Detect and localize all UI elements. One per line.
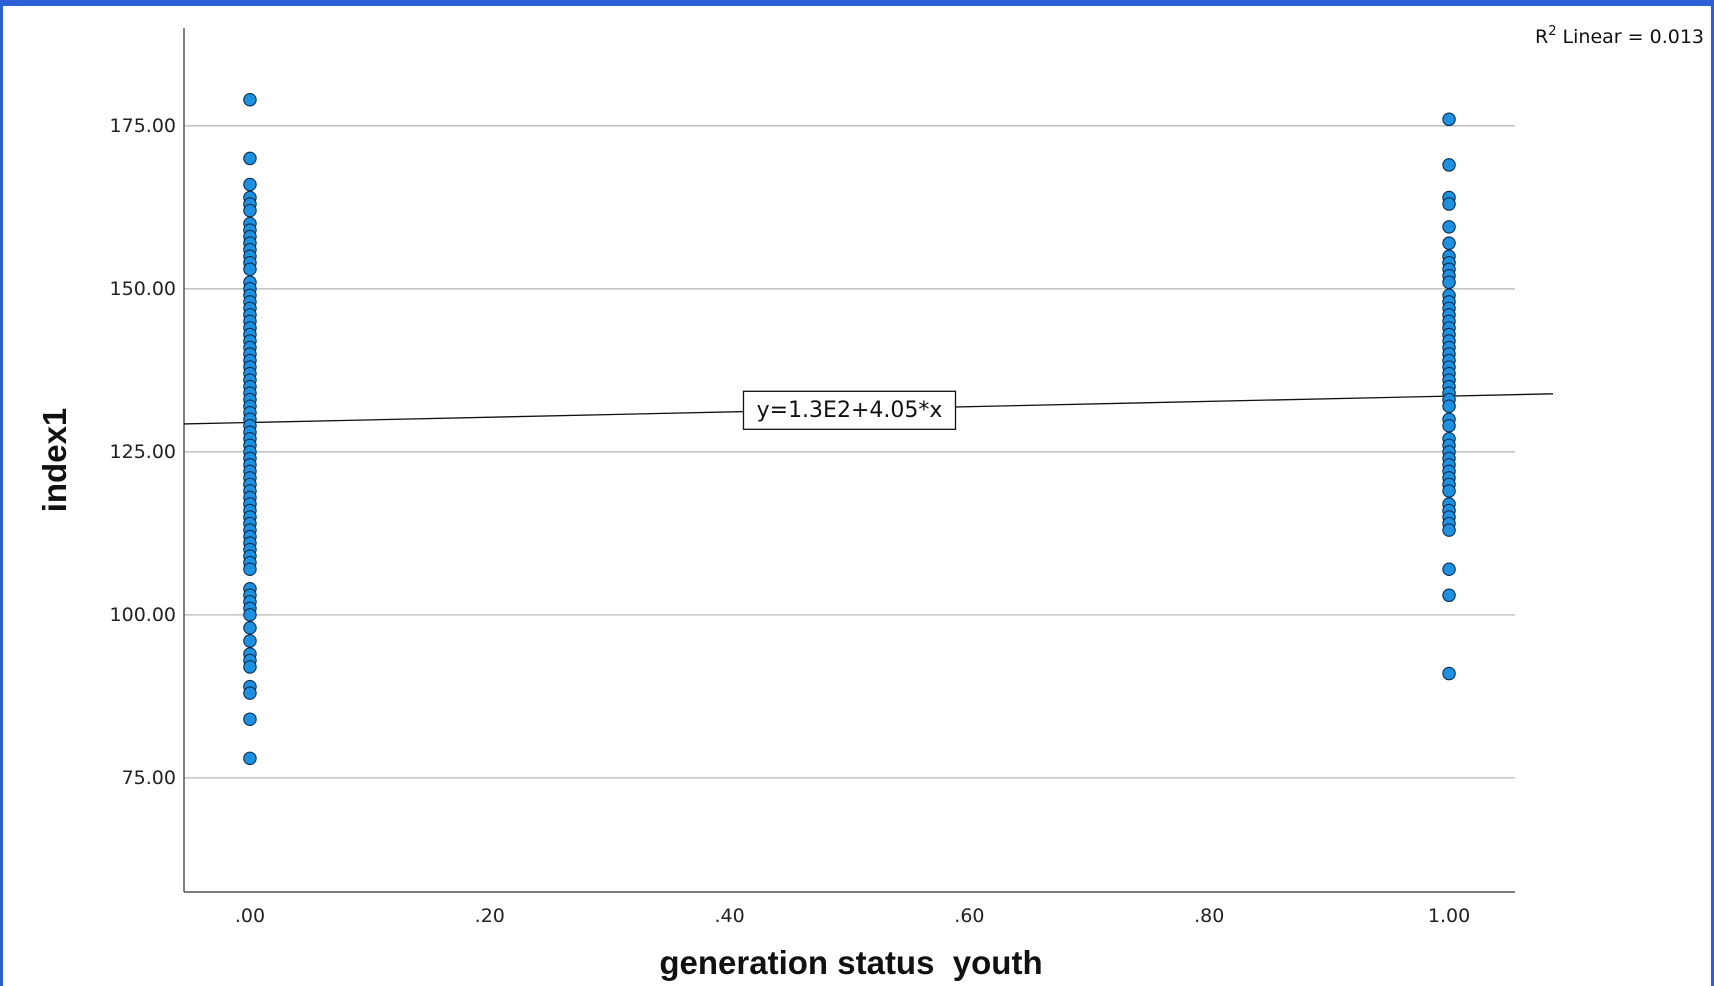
data-point: [243, 634, 257, 648]
data-point: [1442, 112, 1456, 127]
r-squared-symbol: R: [1535, 26, 1548, 48]
x-tick-label: .00: [235, 905, 265, 927]
equation-label-group: y=1.3E2+4.05*x: [742, 390, 957, 430]
data-point: [1442, 484, 1456, 498]
data-point: [243, 562, 257, 576]
scatter-plot: 75.00 100.00 125.00 150.00 175.00 .00 .20 .40.…: [36, 24, 1704, 981]
equation-label: y=1.3E2+4.05*x: [757, 398, 943, 423]
data-point: [1442, 523, 1456, 537]
data-point: [1442, 236, 1456, 250]
data-point: [1442, 158, 1456, 172]
data-point: [243, 177, 257, 192]
x-tick-label: .40: [714, 905, 744, 927]
y-axis-title: index1: [36, 408, 73, 513]
data-point: [243, 660, 257, 674]
r-squared-label: R2 Linear = 0.013: [1535, 24, 1704, 48]
data-point: [243, 686, 257, 700]
r-squared-superscript: 2: [1548, 24, 1556, 39]
y-tick-label: 125.00: [110, 441, 176, 463]
data-point: [1442, 666, 1456, 681]
data-point: [1442, 197, 1456, 211]
data-point: [243, 203, 257, 218]
data-point: [243, 608, 257, 622]
data-points: [243, 92, 1456, 766]
x-tick-label: 1.00: [1428, 905, 1470, 927]
y-tick-label: 175.00: [110, 115, 176, 137]
x-tick-labels: .00 .20 .40 .60 .80 1.00: [235, 905, 1470, 927]
x-tick-label: .80: [1194, 905, 1224, 927]
y-tick-label: 150.00: [110, 278, 176, 300]
y-tick-label: 100.00: [110, 604, 176, 626]
data-point: [243, 751, 257, 766]
data-point: [1442, 588, 1456, 603]
equation-box: [742, 390, 957, 430]
x-tick-label: .60: [954, 905, 984, 927]
data-point: [243, 712, 257, 726]
data-point: [243, 92, 257, 107]
data-point: [1442, 275, 1456, 290]
r-squared-value: Linear = 0.013: [1557, 26, 1704, 48]
x-axis-title: generation status youth: [659, 944, 1042, 981]
data-point: [1442, 419, 1456, 433]
gridlines: [184, 125, 1515, 779]
y-tick-labels: 75.00 100.00 125.00 150.00 175.00: [110, 115, 176, 789]
data-point: [243, 621, 257, 635]
data-point: [1442, 220, 1456, 234]
y-tick-label: 75.00: [122, 767, 176, 789]
axes: [183, 28, 1515, 893]
data-point: [1442, 399, 1456, 413]
data-point: [1442, 562, 1456, 576]
x-tick-label: .20: [475, 905, 505, 927]
data-point: [243, 151, 257, 166]
data-point: [243, 262, 257, 277]
